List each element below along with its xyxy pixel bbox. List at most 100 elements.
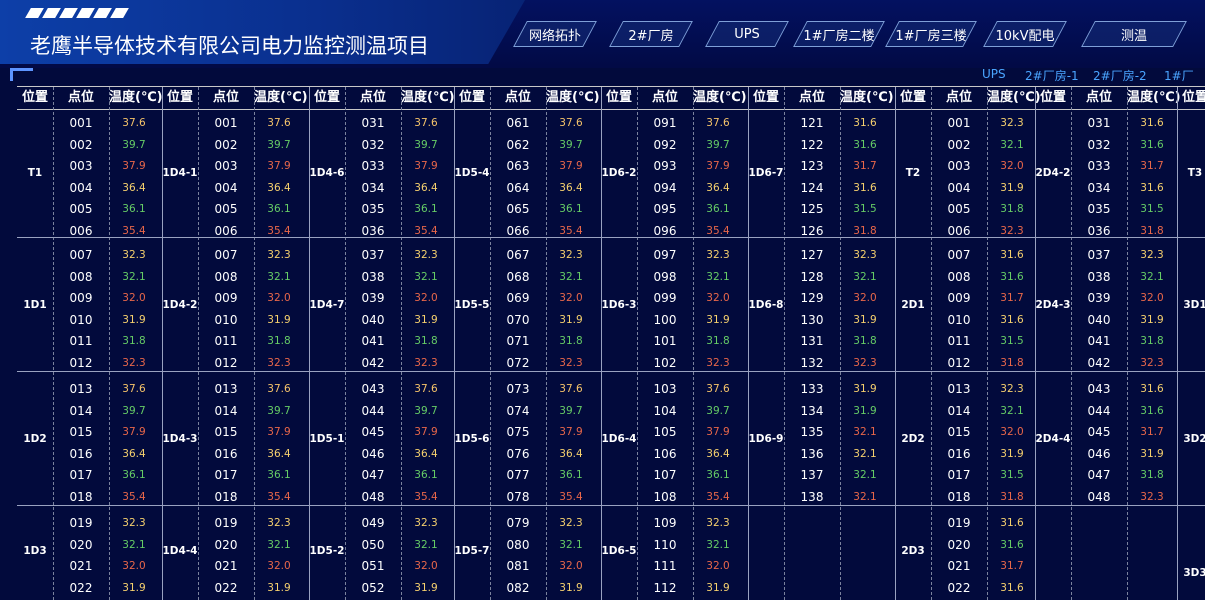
point-code: 104 xyxy=(653,403,677,418)
temperature-value: 37.6 xyxy=(267,383,291,395)
point-code: 004 xyxy=(214,180,238,195)
temperature-value: 32.1 xyxy=(853,491,877,503)
temperature-value: 31.8 xyxy=(853,335,877,348)
temperature-value: 39.7 xyxy=(267,138,291,151)
temperature-value: 31.9 xyxy=(1000,447,1024,460)
point-code: 132 xyxy=(800,356,824,370)
position-label: 1D5-7 xyxy=(454,545,490,558)
point-code: 138 xyxy=(800,490,824,504)
temperature-value: 31.7 xyxy=(853,160,877,173)
temperature-value: 37.6 xyxy=(706,383,730,395)
point-code: 071 xyxy=(506,334,530,349)
building-link[interactable]: 1#厂 xyxy=(1164,69,1194,83)
point-code: 003 xyxy=(214,159,238,174)
temperature-value: 35.4 xyxy=(706,225,730,237)
temperature-value: 31.6 xyxy=(853,117,877,129)
temperature-value: 31.9 xyxy=(1140,313,1164,326)
temperature-value: 31.6 xyxy=(1140,138,1164,151)
point-code: 001 xyxy=(214,116,238,130)
point-code: 035 xyxy=(1087,202,1111,217)
building-link[interactable]: 2#厂房-1 xyxy=(1025,69,1079,83)
header-divider xyxy=(17,109,1205,110)
tab-2[interactable]: UPS xyxy=(705,21,789,47)
temperature-value: 35.4 xyxy=(706,491,730,503)
temperature-value: 32.1 xyxy=(1000,404,1024,417)
point-code: 044 xyxy=(361,403,385,418)
tab-3[interactable]: 1#厂房二楼 xyxy=(793,21,885,47)
point-code: 016 xyxy=(69,446,93,461)
tab-4[interactable]: 1#厂房三楼 xyxy=(885,21,977,47)
sub-column-divider xyxy=(840,87,841,600)
building-link[interactable]: UPS xyxy=(982,67,1006,81)
point-code: 021 xyxy=(214,559,238,574)
point-code: 011 xyxy=(947,334,971,349)
tab-5[interactable]: 10kV配电 xyxy=(983,21,1067,47)
point-code: 126 xyxy=(800,224,824,238)
point-code: 038 xyxy=(361,269,385,284)
temperature-value: 36.4 xyxy=(122,447,146,460)
temperature-value: 39.7 xyxy=(706,138,730,151)
temperature-value: 37.9 xyxy=(122,426,146,439)
point-code: 069 xyxy=(506,291,530,306)
temperature-value: 32.0 xyxy=(1140,292,1164,305)
point-code: 131 xyxy=(800,334,824,349)
point-code: 042 xyxy=(1087,356,1111,370)
temperature-value: 36.4 xyxy=(559,181,583,194)
point-code: 012 xyxy=(69,356,93,370)
position-label: 2D3 xyxy=(901,545,925,558)
position-label: 1D6-2 xyxy=(601,167,637,179)
tab-6[interactable]: 测温 xyxy=(1081,21,1187,47)
position-label: 1D6-7 xyxy=(748,167,784,179)
temperature-value: 36.4 xyxy=(267,447,291,460)
temperature-value: 32.0 xyxy=(853,292,877,305)
sub-column-divider xyxy=(931,87,932,600)
tab-label: 测温 xyxy=(1120,28,1147,44)
tab-label: UPS xyxy=(734,26,760,42)
row-group-divider xyxy=(17,237,1205,238)
temperature-value: 31.6 xyxy=(1000,538,1024,551)
temperature-value: 32.3 xyxy=(1140,249,1164,261)
position-label: T3 xyxy=(1187,167,1203,179)
temperature-value: 31.8 xyxy=(1000,357,1024,369)
temperature-value: 32.3 xyxy=(414,517,438,529)
temperature-value: 32.1 xyxy=(853,426,877,439)
tab-1[interactable]: 2#厂房 xyxy=(609,21,693,47)
point-code: 007 xyxy=(214,248,238,262)
point-code: 078 xyxy=(506,490,530,504)
temperature-value: 39.7 xyxy=(559,404,583,417)
point-code: 064 xyxy=(506,180,530,195)
tab-label: 10kV配电 xyxy=(995,28,1055,44)
position-label: 2D1 xyxy=(901,299,925,311)
temperature-value: 37.9 xyxy=(414,426,438,439)
position-label: 1D6-9 xyxy=(748,433,784,445)
header-point: 点位 xyxy=(651,90,678,105)
point-code: 002 xyxy=(69,137,93,152)
temperature-value: 32.0 xyxy=(267,560,291,573)
temperature-value: 36.1 xyxy=(267,203,291,216)
header-temp: 温度(℃) xyxy=(693,90,747,105)
building-link[interactable]: 2#厂房-2 xyxy=(1093,69,1147,83)
point-code: 022 xyxy=(947,580,971,595)
point-code: 046 xyxy=(361,446,385,461)
temperature-value: 31.8 xyxy=(706,335,730,348)
temperature-value: 31.9 xyxy=(853,383,877,395)
temperature-value: 31.6 xyxy=(1000,249,1024,261)
temperature-value: 32.3 xyxy=(706,249,730,261)
point-code: 135 xyxy=(800,425,824,440)
point-code: 063 xyxy=(506,159,530,174)
point-code: 050 xyxy=(361,537,385,552)
temperature-value: 36.1 xyxy=(414,469,438,482)
point-code: 092 xyxy=(653,137,677,152)
tab-0[interactable]: 网络拓扑 xyxy=(513,21,597,47)
point-code: 013 xyxy=(214,382,238,396)
point-code: 021 xyxy=(947,559,971,574)
temperature-value: 31.8 xyxy=(122,335,146,348)
temperature-value: 32.1 xyxy=(122,270,146,283)
point-code: 129 xyxy=(800,291,824,306)
header-temp: 温度(℃) xyxy=(109,90,163,105)
position-label: T2 xyxy=(905,167,921,179)
temperature-value: 32.3 xyxy=(122,249,146,261)
position-label: 1D3 xyxy=(23,545,47,558)
temperature-value: 35.4 xyxy=(414,491,438,503)
point-code: 020 xyxy=(947,537,971,552)
